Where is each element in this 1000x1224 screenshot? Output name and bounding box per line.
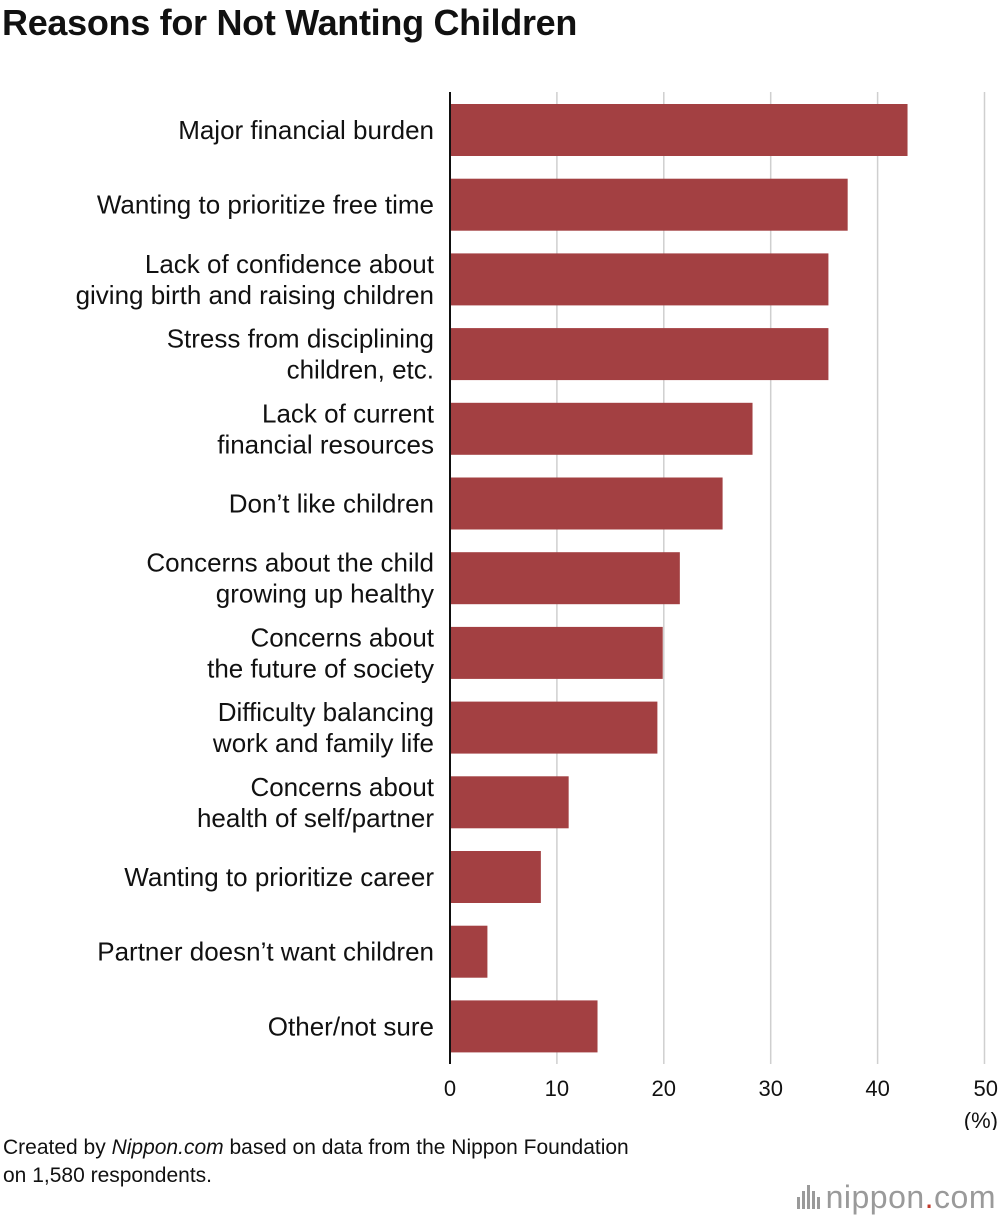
bar [450,477,723,530]
category-label: Major financial burden [178,115,434,145]
bar [450,626,663,679]
source-note: Created by Nippon.com based on data from… [3,1134,629,1190]
category-label: financial resources [217,429,434,459]
bar [450,851,541,903]
bar [450,253,829,306]
category-label: Lack of confidence about [145,249,435,279]
nippon-logo: nippon.com [796,1179,996,1215]
source-suffix: based on data from the Nippon Foundation [223,1136,629,1159]
x-tick-label: 30 [758,1076,782,1101]
bar [450,178,848,231]
category-label: Partner doesn’t want children [97,937,434,967]
category-label: Wanting to prioritize career [124,862,434,892]
bar [450,776,569,829]
bar [450,328,829,381]
bar [450,701,658,754]
category-label: Wanting to prioritize free time [97,190,434,220]
category-label: giving birth and raising children [76,280,434,310]
x-tick-label: 10 [545,1076,569,1101]
logo-text: nippon.com [825,1179,996,1215]
category-label: health of self/partner [197,803,434,833]
category-label: Concerns about the child [146,548,434,578]
source-prefix: Created by [3,1136,112,1159]
category-label: the future of society [207,653,434,683]
category-label: Concerns about [250,622,434,652]
category-label: growing up healthy [216,579,434,609]
category-label: Concerns about [250,772,434,802]
bar [450,402,753,455]
category-label: Difficulty balancing [218,697,434,727]
category-label: work and family life [212,728,434,758]
bar [450,104,908,156]
category-label: children, etc. [287,355,434,385]
bar [450,1000,598,1053]
x-unit-label: (%) [964,1108,998,1130]
x-tick-label: 50 [974,1076,998,1101]
category-label: Don’t like children [229,489,434,519]
source-name: Nippon.com [111,1136,224,1159]
category-label: Other/not sure [268,1011,434,1041]
x-tick-label: 0 [444,1076,456,1101]
bar [450,552,680,605]
logo-bars-icon [796,1185,820,1209]
source-line2: on 1,580 respondents. [3,1164,212,1187]
bar [450,925,488,978]
chart-title: Reasons for Not Wanting Children [2,2,578,43]
category-label: Stress from disciplining [167,324,434,354]
category-label: Lack of current [262,398,435,428]
x-tick-label: 40 [865,1076,889,1101]
x-tick-label: 20 [652,1076,676,1101]
bar-chart: Major financial burden Wanting to priorit… [76,92,998,1130]
